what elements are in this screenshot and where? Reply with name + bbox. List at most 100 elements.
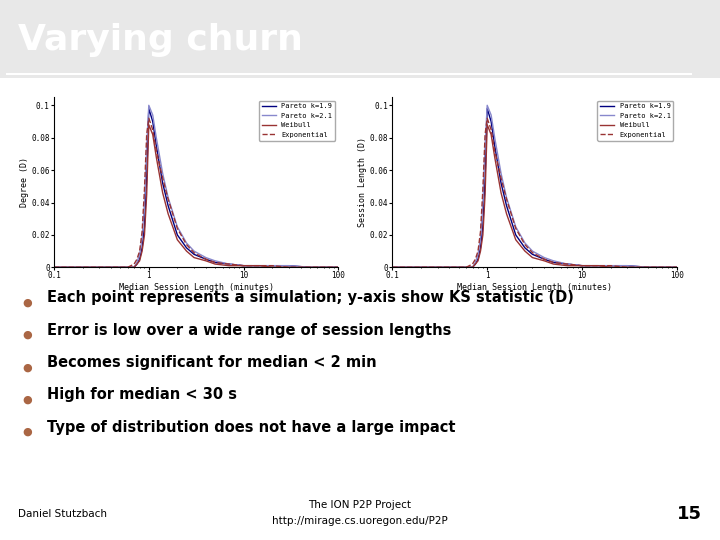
Y-axis label: Degree (D): Degree (D) xyxy=(19,157,29,207)
Exponential xyxy=(152,147,161,154)
Exponential xyxy=(577,262,586,269)
Text: Each point represents a simulation; y-axis show KS statistic (D): Each point represents a simulation; y-ax… xyxy=(47,290,574,305)
Exponential xyxy=(107,264,115,271)
Exponential xyxy=(521,241,529,248)
Pareto k=1.9 xyxy=(487,118,495,125)
Pareto k=1.9 xyxy=(164,202,173,209)
Pareto k=2.1 xyxy=(256,262,265,269)
Line: Pareto k=1.9: Pareto k=1.9 xyxy=(392,109,677,267)
Exponential xyxy=(158,175,167,181)
Pareto k=2.1 xyxy=(549,258,558,264)
Pareto k=2.1 xyxy=(468,264,477,271)
Pareto k=2.1 xyxy=(145,102,153,109)
Pareto k=2.1 xyxy=(471,259,480,266)
Pareto k=1.9 xyxy=(284,262,293,269)
Pareto k=1.9 xyxy=(388,264,397,271)
Pareto k=2.1 xyxy=(490,134,499,141)
Weibull xyxy=(173,237,181,243)
Pareto k=1.9 xyxy=(239,262,248,269)
Exponential xyxy=(135,248,144,254)
Pareto k=1.9 xyxy=(672,264,681,271)
Pareto k=2.1 xyxy=(528,248,536,254)
Pareto k=1.9 xyxy=(145,105,153,112)
Text: High for median < 30 s: High for median < 30 s xyxy=(47,387,237,402)
Pareto k=2.1 xyxy=(563,261,572,267)
Pareto k=1.9 xyxy=(78,264,87,271)
Weibull xyxy=(479,232,487,238)
Text: Daniel Stutzbach: Daniel Stutzbach xyxy=(18,509,107,519)
Pareto k=2.1 xyxy=(95,264,104,271)
Weibull xyxy=(305,264,314,271)
Pareto k=2.1 xyxy=(454,264,463,271)
Weibull xyxy=(577,262,586,269)
Weibull xyxy=(284,264,293,271)
Weibull xyxy=(158,190,167,196)
Pareto k=1.9 xyxy=(173,232,181,238)
Pareto k=2.1 xyxy=(577,262,586,269)
Line: Pareto k=2.1: Pareto k=2.1 xyxy=(392,105,677,267)
Pareto k=2.1 xyxy=(476,235,485,241)
Pareto k=2.1 xyxy=(334,264,343,271)
Pareto k=2.1 xyxy=(284,262,293,269)
Text: ●: ● xyxy=(22,362,32,372)
Pareto k=1.9 xyxy=(454,264,463,271)
Text: Varying churn: Varying churn xyxy=(18,23,303,57)
Weibull xyxy=(476,248,485,254)
X-axis label: Median Session Length (minutes): Median Session Length (minutes) xyxy=(119,284,274,292)
Pareto k=1.9 xyxy=(540,256,549,262)
Exponential xyxy=(189,249,198,256)
Text: Becomes significant for median < 2 min: Becomes significant for median < 2 min xyxy=(47,355,377,370)
Weibull xyxy=(268,264,276,271)
Text: 15: 15 xyxy=(677,505,702,523)
Text: Error is low over a wide range of session lengths: Error is low over a wide range of sessio… xyxy=(47,322,451,338)
Pareto k=2.1 xyxy=(164,194,173,201)
Line: Exponential: Exponential xyxy=(392,118,677,267)
Pareto k=1.9 xyxy=(138,245,146,251)
Exponential xyxy=(528,249,536,256)
Pareto k=1.9 xyxy=(305,264,314,271)
Pareto k=2.1 xyxy=(123,264,132,271)
Weibull xyxy=(540,258,549,264)
Pareto k=2.1 xyxy=(182,240,191,246)
Pareto k=2.1 xyxy=(148,112,157,118)
Line: Weibull: Weibull xyxy=(392,125,677,267)
Exponential xyxy=(606,262,615,269)
Pareto k=2.1 xyxy=(152,134,161,141)
Pareto k=1.9 xyxy=(462,264,470,271)
Text: http://mirage.cs.uoregon.edu/P2P: http://mirage.cs.uoregon.edu/P2P xyxy=(272,516,448,526)
Pareto k=1.9 xyxy=(158,180,167,186)
Pareto k=1.9 xyxy=(132,261,141,267)
Exponential xyxy=(471,256,480,262)
Exponential xyxy=(268,262,276,269)
Pareto k=1.9 xyxy=(143,175,151,181)
Exponential xyxy=(225,261,233,267)
Exponential xyxy=(454,264,463,271)
Pareto k=1.9 xyxy=(211,259,220,266)
Weibull xyxy=(334,264,343,271)
Pareto k=2.1 xyxy=(445,264,454,271)
Exponential xyxy=(644,264,652,271)
Pareto k=1.9 xyxy=(116,264,125,271)
Pareto k=2.1 xyxy=(479,199,487,206)
Exponential xyxy=(476,228,485,235)
Weibull xyxy=(189,254,198,261)
Pareto k=1.9 xyxy=(130,264,138,271)
Pareto k=1.9 xyxy=(95,264,104,271)
Pareto k=1.9 xyxy=(152,143,161,149)
Line: Weibull: Weibull xyxy=(54,125,338,267)
Pareto k=2.1 xyxy=(305,264,314,271)
Exponential xyxy=(479,186,487,193)
Weibull xyxy=(50,264,58,271)
Exponential xyxy=(417,264,426,271)
Exponential xyxy=(497,175,505,181)
Pareto k=2.1 xyxy=(211,258,220,264)
Weibull xyxy=(487,131,495,138)
Pareto k=2.1 xyxy=(173,224,181,230)
Exponential xyxy=(623,264,631,271)
Pareto k=1.9 xyxy=(490,143,499,149)
Exponential xyxy=(164,196,173,202)
Pareto k=1.9 xyxy=(563,261,572,267)
Weibull xyxy=(211,261,220,267)
Weibull xyxy=(563,262,572,269)
Pareto k=1.9 xyxy=(528,251,536,258)
